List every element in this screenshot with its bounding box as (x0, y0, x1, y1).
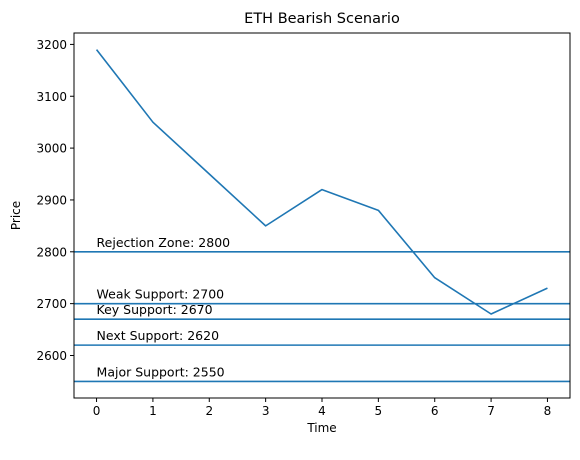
x-tick-label: 4 (318, 404, 326, 418)
x-tick-label: 0 (93, 404, 101, 418)
y-tick-label: 3000 (36, 142, 67, 156)
level-label: Weak Support: 2700 (97, 287, 225, 302)
series-layer (97, 50, 548, 314)
x-axis-label: Time (306, 421, 336, 435)
plot-area-frame (74, 33, 570, 398)
x-tick-label: 7 (487, 404, 495, 418)
support-levels: Rejection Zone: 2800 Weak Support: 2700Ke… (74, 235, 570, 382)
y-tick-label: 3200 (36, 38, 67, 52)
x-axis: 0 1 2 3 4 5 6 7 8 (93, 398, 552, 418)
y-tick-label: 3100 (36, 90, 67, 104)
series-line (97, 50, 548, 314)
chart-title: ETH Bearish Scenario (244, 11, 400, 27)
y-tick-label: 2900 (36, 193, 67, 207)
x-tick-label: 5 (375, 404, 383, 418)
y-axis-label: Price (9, 201, 23, 230)
level-label: Key Support: 2670 (97, 302, 213, 317)
y-tick-label: 2700 (36, 297, 67, 311)
x-tick-label: 1 (149, 404, 157, 418)
x-tick-label: 2 (205, 404, 213, 418)
x-tick-label: 6 (431, 404, 439, 418)
y-axis: 2600 2700 2800 2900 3000 3100 3200 (36, 38, 74, 363)
x-tick-label: 3 (262, 404, 270, 418)
y-tick-label: 2800 (36, 245, 67, 259)
y-tick-label: 2600 (36, 349, 67, 363)
x-tick-label: 8 (544, 404, 552, 418)
level-label: Rejection Zone: 2800 (97, 235, 231, 250)
level-label: Major Support: 2550 (97, 364, 225, 379)
level-label: Next Support: 2620 (97, 328, 220, 343)
